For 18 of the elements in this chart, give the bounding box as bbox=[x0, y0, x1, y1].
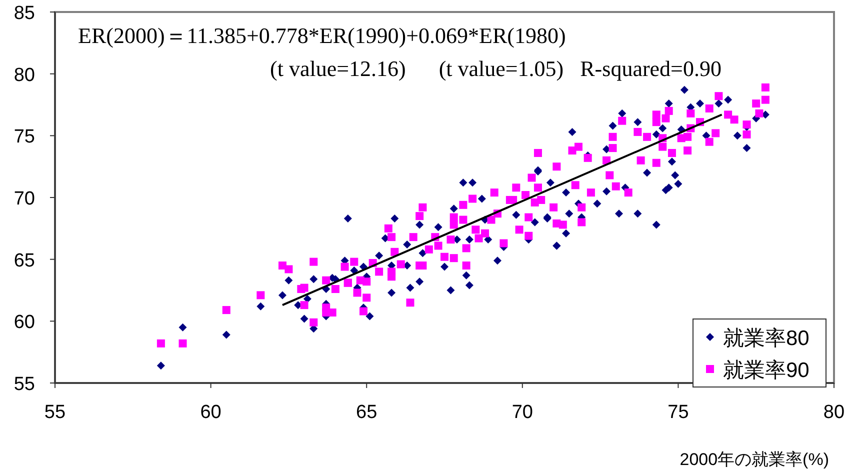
legend-label: 就業率80 bbox=[723, 327, 810, 350]
x-tick-label: 60 bbox=[200, 402, 222, 423]
x-tick-label: 65 bbox=[356, 402, 378, 423]
x-tick-label: 80 bbox=[823, 402, 845, 423]
y-tick-label: 65 bbox=[14, 250, 35, 272]
y-tick-label: 80 bbox=[14, 64, 35, 86]
annotation: (t value=12.16) (t value=1.05) R-squared=0.90 bbox=[270, 56, 722, 81]
x-tick-label: 70 bbox=[512, 402, 533, 423]
y-tick-label: 55 bbox=[14, 374, 35, 395]
legend-label: 就業率90 bbox=[723, 359, 810, 382]
y-tick-label: 85 bbox=[14, 3, 35, 24]
y-tick-label: 75 bbox=[14, 126, 35, 148]
x-axis-title: 2000年の就業率(%) bbox=[680, 450, 829, 469]
x-tick-label: 75 bbox=[668, 402, 689, 423]
annotation: ER(2000)＝11.385+0.778*ER(1990)+0.069*ER(1980) bbox=[78, 23, 566, 48]
x-tick-label: 55 bbox=[44, 402, 66, 423]
y-tick-label: 70 bbox=[14, 188, 35, 210]
y-tick-label: 60 bbox=[14, 312, 35, 334]
